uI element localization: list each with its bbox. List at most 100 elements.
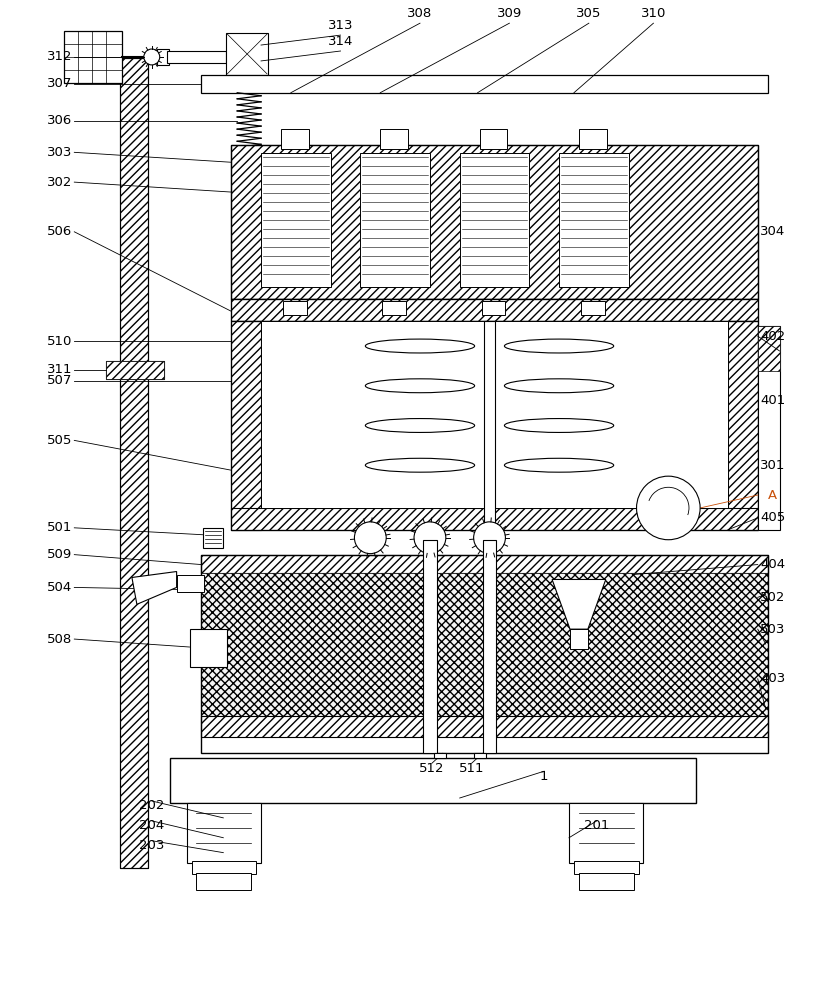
Text: 313: 313 xyxy=(328,19,354,32)
Bar xyxy=(120,58,148,868)
Text: 506: 506 xyxy=(47,225,72,238)
Text: 404: 404 xyxy=(760,558,785,571)
Text: 401: 401 xyxy=(760,394,785,407)
Text: 202: 202 xyxy=(139,799,165,812)
Text: 510: 510 xyxy=(47,335,72,348)
Circle shape xyxy=(636,476,700,540)
Bar xyxy=(559,153,629,287)
Bar xyxy=(120,58,148,868)
Bar xyxy=(728,321,757,530)
Bar xyxy=(186,803,261,863)
Bar xyxy=(232,145,757,299)
Bar xyxy=(191,861,256,874)
Text: 309: 309 xyxy=(497,7,522,20)
Bar xyxy=(757,326,780,530)
Bar xyxy=(579,129,607,149)
Circle shape xyxy=(144,49,160,65)
Bar xyxy=(106,361,164,379)
Bar xyxy=(569,803,644,863)
Text: 308: 308 xyxy=(407,7,432,20)
Bar xyxy=(423,540,437,753)
Text: 1: 1 xyxy=(540,770,548,783)
Bar xyxy=(190,629,227,667)
Bar xyxy=(201,716,767,737)
Polygon shape xyxy=(132,572,176,604)
Text: A: A xyxy=(768,489,777,502)
Bar xyxy=(482,540,497,753)
Text: 301: 301 xyxy=(760,459,785,472)
Bar xyxy=(474,753,486,758)
Text: 204: 204 xyxy=(139,819,165,832)
Polygon shape xyxy=(552,579,606,629)
Bar xyxy=(581,301,604,315)
Bar xyxy=(482,301,506,315)
Bar xyxy=(261,321,728,508)
Bar xyxy=(579,873,634,890)
Text: 402: 402 xyxy=(760,330,785,343)
Circle shape xyxy=(414,522,446,554)
Text: 306: 306 xyxy=(47,114,72,127)
Text: 509: 509 xyxy=(47,548,72,561)
Ellipse shape xyxy=(504,339,614,353)
Circle shape xyxy=(354,522,386,554)
Text: 314: 314 xyxy=(328,35,353,48)
Bar xyxy=(64,31,122,83)
Ellipse shape xyxy=(365,339,475,353)
Bar xyxy=(201,573,767,717)
Text: 501: 501 xyxy=(47,521,72,534)
Ellipse shape xyxy=(365,458,475,472)
Bar xyxy=(176,575,205,592)
Bar xyxy=(156,49,169,65)
Text: 511: 511 xyxy=(459,762,484,775)
Bar xyxy=(232,321,261,530)
Bar xyxy=(232,299,757,321)
Bar xyxy=(283,301,307,315)
Text: 302: 302 xyxy=(47,176,72,189)
Bar xyxy=(281,129,308,149)
Bar xyxy=(757,326,780,371)
Text: 505: 505 xyxy=(47,434,72,447)
Text: 312: 312 xyxy=(47,50,72,63)
Ellipse shape xyxy=(365,419,475,432)
Text: 310: 310 xyxy=(640,7,666,20)
Text: 203: 203 xyxy=(139,839,165,852)
Ellipse shape xyxy=(504,458,614,472)
Bar xyxy=(201,555,767,573)
Bar xyxy=(232,299,757,321)
Text: 307: 307 xyxy=(47,77,72,90)
Text: 512: 512 xyxy=(419,762,445,775)
Bar xyxy=(232,321,757,530)
Bar xyxy=(574,861,639,874)
Bar xyxy=(483,321,496,530)
Bar xyxy=(232,145,757,299)
Text: 504: 504 xyxy=(47,581,72,594)
Ellipse shape xyxy=(365,379,475,393)
Text: 507: 507 xyxy=(47,374,72,387)
Circle shape xyxy=(474,522,506,554)
Bar xyxy=(166,51,227,63)
Bar xyxy=(170,758,696,803)
Text: 201: 201 xyxy=(584,819,609,832)
Bar xyxy=(227,33,268,75)
Bar xyxy=(382,301,406,315)
Text: 304: 304 xyxy=(760,225,785,238)
Text: 405: 405 xyxy=(760,511,785,524)
Bar xyxy=(106,361,164,379)
Text: 303: 303 xyxy=(47,146,72,159)
Bar xyxy=(360,153,430,287)
Text: 311: 311 xyxy=(47,363,72,376)
Bar xyxy=(380,129,408,149)
Bar xyxy=(232,508,757,530)
Bar xyxy=(434,753,446,758)
Ellipse shape xyxy=(504,419,614,432)
Bar xyxy=(460,153,529,287)
Bar xyxy=(201,75,767,93)
Bar xyxy=(201,555,767,753)
Text: 503: 503 xyxy=(760,623,785,636)
Text: 502: 502 xyxy=(760,591,785,604)
Bar xyxy=(570,629,588,649)
Bar xyxy=(261,153,330,287)
Text: 403: 403 xyxy=(760,672,785,685)
Text: 305: 305 xyxy=(576,7,602,20)
Bar xyxy=(480,129,507,149)
